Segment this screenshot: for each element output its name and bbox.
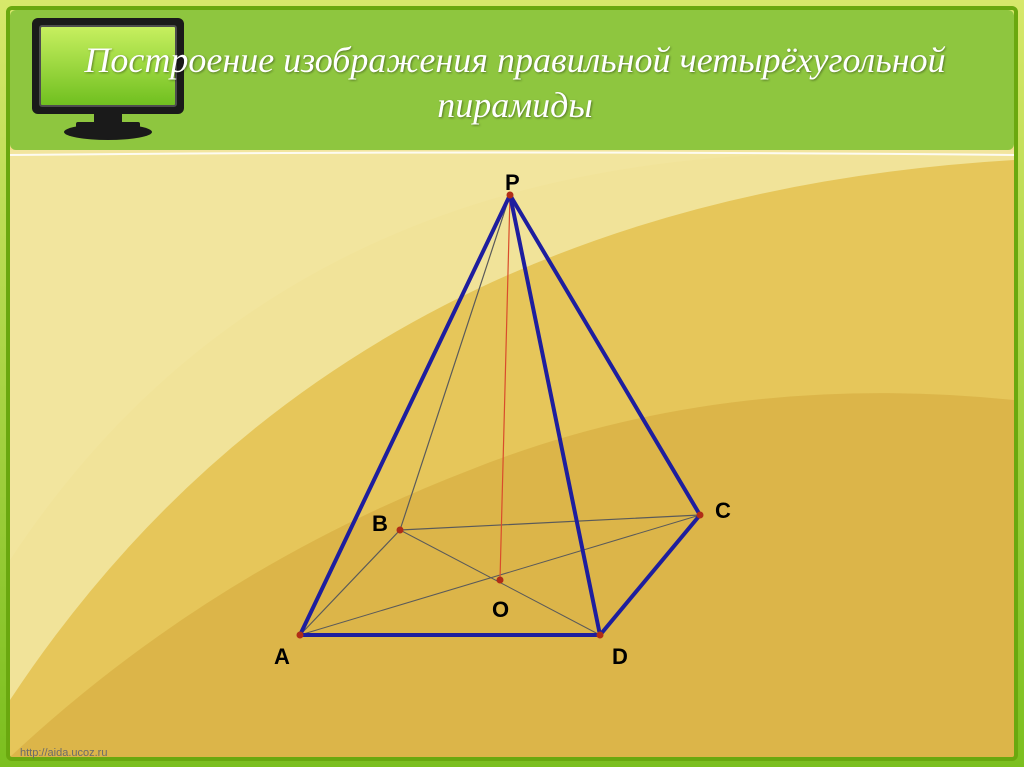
vertex-label-b: B [372, 511, 388, 537]
vertex-label-d: D [612, 644, 628, 670]
pyramid-diagram: P A B C D O [210, 155, 810, 695]
vertex-label-c: C [715, 498, 731, 524]
footer-url: http://aida.ucoz.ru [20, 747, 107, 759]
slide-title: Построение изображения правильной четырё… [80, 38, 950, 128]
slide: Построение изображения правильной четырё… [0, 0, 1024, 767]
vertex-label-o: O [492, 597, 509, 623]
vertex-label-p: P [505, 170, 520, 196]
vertex-label-a: A [274, 644, 290, 670]
